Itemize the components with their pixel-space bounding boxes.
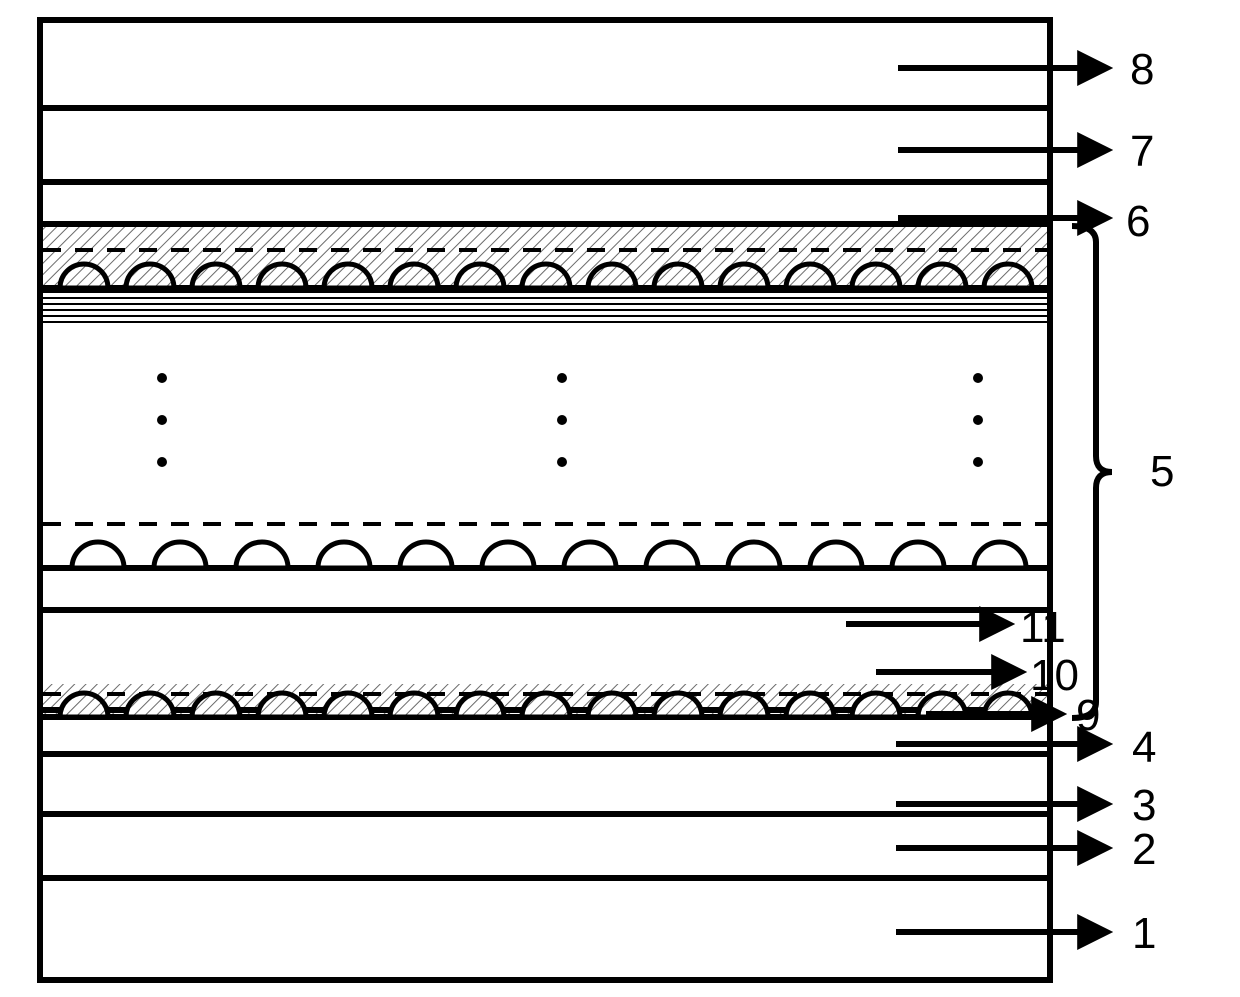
dome-row-2-dome-1 <box>126 693 174 717</box>
dome-row-0-dome-14 <box>984 264 1032 288</box>
dome-row-2-dome-3 <box>258 693 306 717</box>
dome-row-0-dome-5 <box>390 264 438 288</box>
dome-row-2-dome-9 <box>654 693 702 717</box>
callout-label-4: 4 <box>1132 723 1156 772</box>
callout-label-6: 6 <box>1126 197 1150 246</box>
callout-label-10: 10 <box>1030 651 1079 700</box>
dome-row-2-dome-10 <box>720 693 768 717</box>
callout-label-11: 11 <box>1020 603 1066 652</box>
dome-row-0-dome-3 <box>258 264 306 288</box>
repeat-dot-2-1 <box>973 415 983 425</box>
callout-label-3: 3 <box>1132 781 1156 830</box>
repeat-dot-1-1 <box>557 415 567 425</box>
repeat-dot-0-0 <box>157 373 167 383</box>
dome-row-2-dome-11 <box>786 693 834 717</box>
dome-row-0-dome-12 <box>852 264 900 288</box>
dome-row-0-dome-4 <box>324 264 372 288</box>
dome-row-2-dome-8 <box>588 693 636 717</box>
brace-top-half <box>1072 226 1112 472</box>
callout-label-2: 2 <box>1132 825 1156 874</box>
dome-row-0-dome-1 <box>126 264 174 288</box>
dome-row-2-dome-4 <box>324 693 372 717</box>
dome-row-0-dome-6 <box>456 264 504 288</box>
callout-label-7: 7 <box>1130 127 1154 176</box>
dome-row-2-dome-2 <box>192 693 240 717</box>
repeat-dot-0-2 <box>157 457 167 467</box>
dome-row-0-dome-9 <box>654 264 702 288</box>
repeat-dot-0-1 <box>157 415 167 425</box>
repeat-dot-2-0 <box>973 373 983 383</box>
repeat-dot-1-2 <box>557 457 567 467</box>
dome-row-0-dome-2 <box>192 264 240 288</box>
dome-row-2-dome-6 <box>456 693 504 717</box>
dome-row-2-dome-0 <box>60 693 108 717</box>
brace-region-5: 5 <box>1072 226 1174 718</box>
dome-row-0-dome-10 <box>720 264 768 288</box>
callout-label-1: 1 <box>1132 909 1156 958</box>
layer-stack <box>40 20 1050 980</box>
repeat-dot-2-2 <box>973 457 983 467</box>
dome-row-0-dome-7 <box>522 264 570 288</box>
brace-label-5: 5 <box>1150 447 1174 496</box>
dome-row-2-dome-12 <box>852 693 900 717</box>
dome-row-2-dome-5 <box>390 693 438 717</box>
dome-row-0-dome-11 <box>786 264 834 288</box>
dome-row-2-dome-7 <box>522 693 570 717</box>
dome-row-0-dome-0 <box>60 264 108 288</box>
repeat-dot-1-0 <box>557 373 567 383</box>
callout-label-8: 8 <box>1130 45 1154 94</box>
dome-row-0-dome-8 <box>588 264 636 288</box>
stack-outline <box>40 20 1050 980</box>
dome-row-0-dome-13 <box>918 264 966 288</box>
